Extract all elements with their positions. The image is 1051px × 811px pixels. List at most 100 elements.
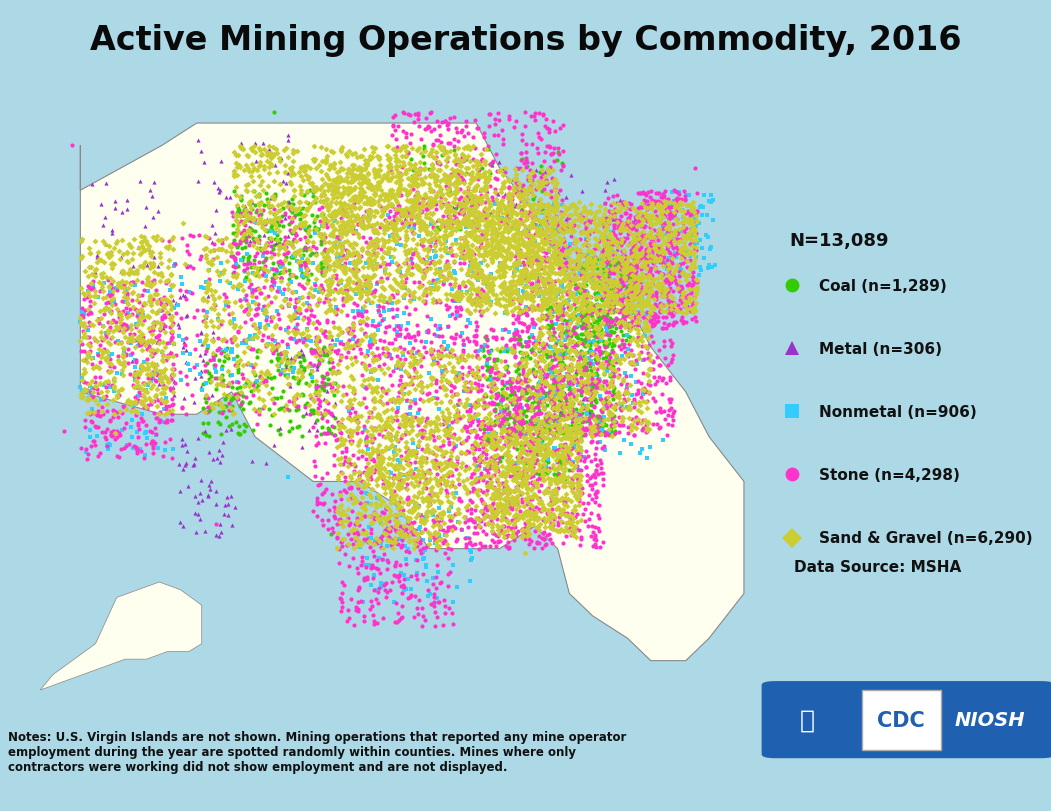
Point [333, 327, 350, 340]
Point [512, 163, 529, 176]
Point [463, 294, 480, 307]
Point [232, 386, 249, 399]
Point [550, 403, 566, 416]
Point [415, 157, 432, 170]
Point [547, 198, 563, 211]
Point [571, 364, 588, 377]
Point [574, 320, 591, 333]
Point [610, 315, 626, 328]
Point [279, 356, 295, 369]
Point [594, 217, 611, 230]
Point [77, 414, 94, 427]
Point [339, 538, 356, 551]
Point [617, 203, 634, 216]
Point [430, 566, 447, 579]
Point [416, 219, 433, 232]
Point [469, 274, 486, 287]
Point [644, 257, 661, 270]
Point [591, 320, 607, 333]
Point [103, 332, 120, 345]
Point [565, 370, 582, 383]
Point [477, 390, 494, 403]
Point [476, 427, 493, 440]
Point [623, 320, 640, 333]
Point [228, 181, 245, 194]
Point [618, 221, 635, 234]
Point [364, 560, 380, 573]
Point [452, 495, 469, 508]
Point [139, 343, 156, 356]
Point [560, 375, 577, 388]
Point [77, 366, 94, 379]
Point [474, 508, 491, 521]
Point [642, 255, 659, 268]
Point [432, 144, 449, 157]
Point [417, 265, 434, 278]
Point [292, 262, 309, 275]
Point [440, 436, 457, 448]
Point [444, 511, 460, 524]
Point [436, 263, 453, 276]
Point [329, 208, 346, 221]
Point [333, 499, 350, 512]
Point [575, 424, 592, 437]
Point [374, 506, 391, 519]
Point [640, 387, 657, 400]
Point [269, 266, 286, 279]
Point [264, 200, 281, 213]
Point [475, 423, 492, 436]
Point [573, 435, 590, 448]
Point [483, 256, 500, 269]
Point [491, 114, 508, 127]
Point [521, 232, 538, 245]
Point [378, 414, 395, 427]
Point [388, 537, 405, 550]
Point [508, 187, 524, 200]
Point [571, 413, 588, 426]
Point [230, 205, 247, 218]
Point [611, 251, 627, 264]
Point [570, 254, 586, 267]
Point [600, 240, 617, 253]
Point [325, 206, 342, 219]
Point [339, 492, 356, 505]
Point [616, 306, 633, 319]
Point [211, 275, 228, 288]
Point [633, 236, 650, 249]
Point [584, 392, 601, 405]
Point [411, 354, 428, 367]
Point [307, 470, 324, 483]
Point [600, 288, 617, 301]
Point [523, 501, 540, 514]
Point [517, 220, 534, 233]
Point [254, 251, 271, 264]
Point [412, 452, 429, 465]
Point [166, 259, 183, 272]
Point [561, 359, 578, 372]
Point [520, 236, 537, 249]
Point [80, 448, 97, 461]
Point [242, 303, 259, 315]
Point [661, 213, 678, 226]
Point [315, 219, 332, 232]
Point [395, 508, 412, 521]
Point [548, 225, 564, 238]
Point [351, 539, 368, 552]
Point [122, 303, 139, 316]
Point [342, 341, 358, 354]
Point [532, 283, 549, 296]
Point [559, 409, 576, 422]
Point [430, 165, 447, 178]
Point [692, 261, 708, 274]
Point [668, 316, 685, 329]
Point [333, 452, 350, 465]
Point [111, 313, 128, 326]
Point [333, 208, 350, 221]
Point [441, 521, 458, 534]
Point [73, 235, 89, 248]
Point [584, 358, 601, 371]
Point [540, 309, 557, 322]
Point [186, 361, 203, 374]
Point [315, 188, 332, 201]
Point [87, 380, 104, 393]
